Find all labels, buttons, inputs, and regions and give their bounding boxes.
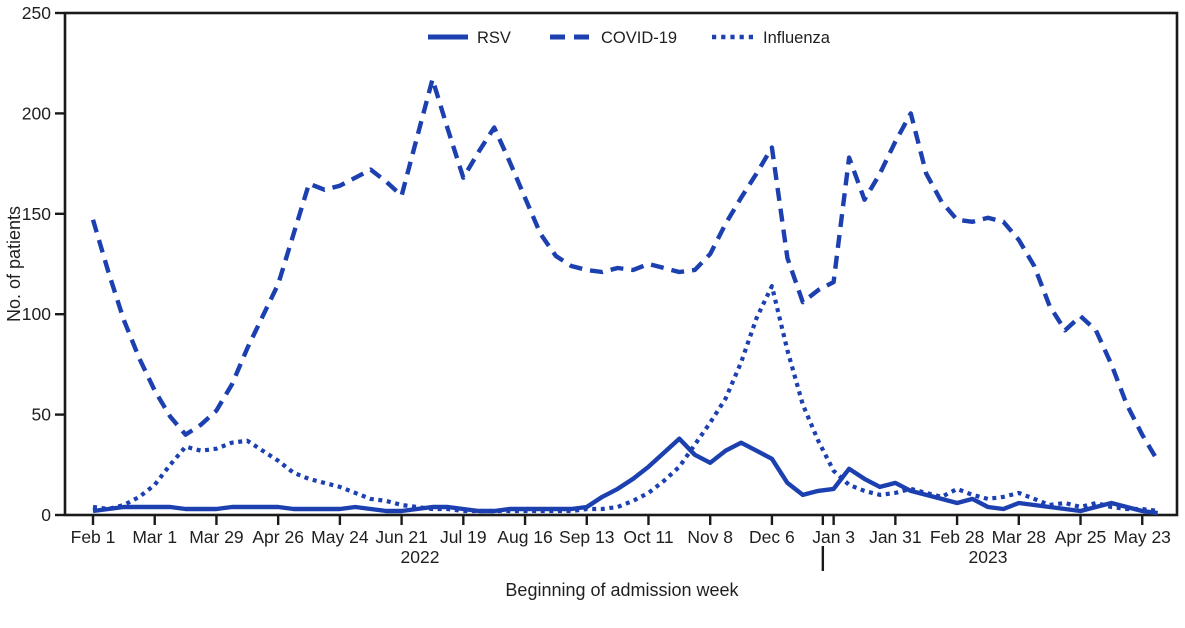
x-tick-label: Jan 3 [812,527,855,547]
x-tick-label: Nov 8 [687,527,733,547]
x-tick-label: Jul 19 [440,527,487,547]
series-line-influenza [92,284,1158,514]
y-tick-label: 0 [41,505,51,525]
x-tick-label: Mar 1 [132,527,177,547]
x-axis-title: Beginning of admission week [505,580,739,600]
x-tick-label: Feb 1 [71,527,116,547]
year-label-2023: 2023 [969,547,1008,567]
x-tick-label: Jun 21 [375,527,428,547]
legend-label-influenza: Influenza [763,29,831,47]
series-line-rsv [92,436,1158,516]
x-tick-label: Dec 6 [749,527,795,547]
year-label-2022: 2022 [401,547,440,567]
y-tick-label: 150 [22,204,51,224]
x-tick-label: Mar 28 [992,527,1046,547]
x-tick-label: Mar 29 [189,527,243,547]
x-tick-label: May 24 [311,527,369,547]
x-tick-label: Apr 26 [252,527,304,547]
y-tick-label: 100 [22,304,51,324]
legend-label-covid19: COVID-19 [601,29,677,47]
y-tick-label: 50 [32,405,52,425]
x-tick-label: Jan 31 [869,527,922,547]
legend-label-rsv: RSV [477,29,511,47]
y-axis-title: No. of patients [4,206,24,322]
x-tick-label: Feb 28 [930,527,984,547]
x-tick-label: Sep 13 [559,527,614,547]
plot-frame [63,11,1179,517]
x-tick-label: May 23 [1114,527,1171,547]
series-line-covid19 [90,77,1160,462]
y-tick-label: 200 [22,103,51,123]
x-tick-label: Oct 11 [623,527,673,547]
y-tick-label: 250 [22,3,51,23]
x-tick-label: Apr 25 [1055,527,1107,547]
x-tick-label: Aug 16 [497,527,552,547]
